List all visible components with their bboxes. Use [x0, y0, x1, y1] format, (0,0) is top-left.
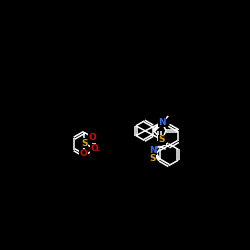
- Text: N: N: [149, 146, 156, 154]
- Text: S: S: [149, 154, 156, 163]
- Text: O: O: [90, 144, 98, 153]
- Text: -: -: [97, 148, 100, 154]
- Text: O: O: [89, 133, 96, 142]
- Text: S: S: [159, 136, 165, 144]
- Text: N: N: [158, 118, 166, 127]
- Text: S: S: [81, 139, 87, 148]
- Text: O: O: [80, 150, 87, 158]
- Text: +: +: [153, 145, 158, 150]
